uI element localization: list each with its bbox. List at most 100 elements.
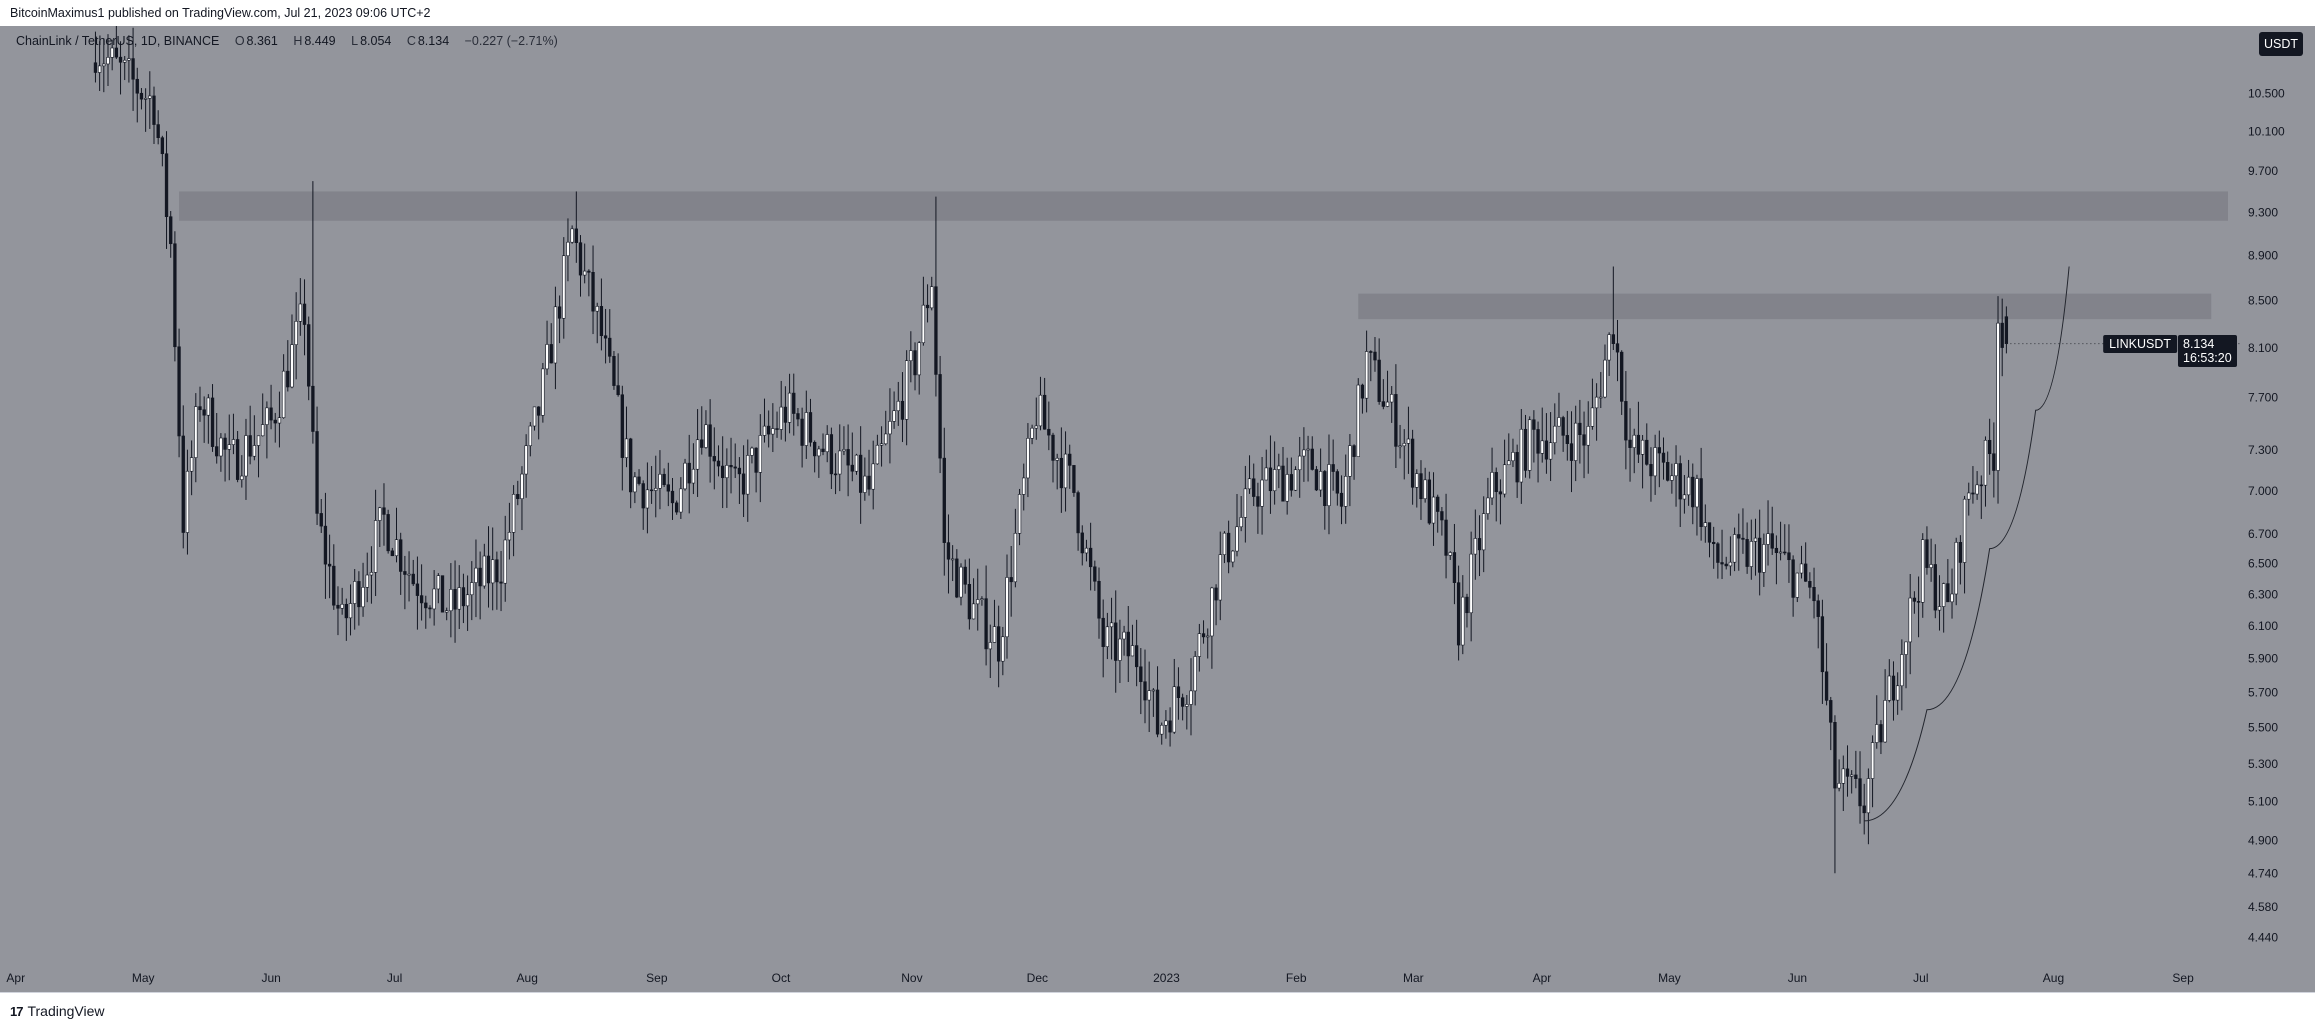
time-tick-label: May — [132, 971, 155, 985]
candle-body — [1929, 564, 1933, 568]
candle-body — [118, 56, 123, 63]
candle-body — [461, 587, 466, 607]
candle-body — [503, 539, 507, 584]
candle-body — [202, 409, 206, 416]
candle-body — [273, 419, 277, 424]
candle-body — [139, 92, 144, 100]
candle-body — [248, 435, 252, 457]
candle-body — [578, 242, 583, 276]
candle-body — [1699, 478, 1703, 527]
brand-name: TradingView — [27, 1003, 105, 1019]
candle-body — [1841, 768, 1845, 784]
price-tick-label: 8.900 — [2248, 248, 2278, 262]
candle-body — [704, 424, 708, 448]
candle-body — [562, 255, 566, 319]
candle-body — [1603, 359, 1607, 398]
candle-body — [792, 392, 796, 414]
price-chart[interactable]: 10.500 10.100 9.700 9.300 8.900 8.500 8.100 7.7… — [0, 26, 2315, 992]
candle-body — [988, 642, 992, 650]
candle-body — [219, 437, 223, 457]
price-tick-label: 6.700 — [2248, 527, 2278, 541]
candle-body — [917, 342, 921, 376]
candle-body — [963, 566, 967, 585]
candle-body — [1473, 538, 1477, 555]
publish-header: BitcoinMaximus1 published on TradingView… — [0, 0, 2315, 27]
candle-body — [1323, 471, 1327, 507]
candle-body — [265, 407, 269, 425]
candle-body — [779, 406, 783, 430]
candle-body — [1461, 596, 1465, 646]
candle-body — [1268, 467, 1273, 492]
candle-body — [1987, 439, 1992, 455]
candle-body — [934, 286, 938, 375]
candle-body — [1210, 587, 1214, 637]
candle-body — [1942, 583, 1946, 607]
candle-body — [541, 368, 545, 416]
candle-body — [1076, 492, 1080, 534]
candle-body — [1415, 473, 1419, 488]
candle-body — [553, 306, 558, 364]
candle-body — [1030, 427, 1034, 439]
candle-body — [758, 435, 762, 473]
candle-body — [729, 465, 733, 468]
candle-body — [913, 350, 917, 376]
price-axis: 10.500 10.100 9.700 9.300 8.900 8.500 8.100 7.7… — [2248, 86, 2285, 944]
candle-body — [424, 602, 428, 609]
candle-body — [1051, 434, 1055, 461]
candle-body — [1298, 455, 1302, 471]
last-price-tag: 8.134 16:53:20 — [2178, 334, 2237, 367]
candle-body — [1151, 689, 1156, 692]
candle-body — [1615, 343, 1620, 353]
candle-body — [457, 587, 461, 610]
candle-body — [1134, 645, 1139, 668]
candle-body — [1870, 742, 1875, 779]
candle-body — [1741, 537, 1745, 540]
candle-body — [1904, 641, 1908, 655]
candle-body — [1845, 768, 1850, 777]
candle-body — [838, 450, 842, 475]
candle-body — [1055, 457, 1059, 461]
candle-body — [1277, 465, 1281, 470]
candle-body — [353, 581, 357, 604]
candle-body — [1088, 547, 1093, 568]
candle-body — [332, 565, 336, 606]
chart-area[interactable]: 10.500 10.100 9.700 9.300 8.900 8.500 8.100 7.7… — [0, 26, 2315, 992]
candle-body — [307, 324, 311, 387]
candle-body — [1285, 474, 1289, 502]
candle-body — [599, 306, 604, 337]
candle-body — [1059, 457, 1064, 489]
candle-body — [344, 603, 348, 619]
candle-body — [302, 303, 307, 325]
currency-button[interactable]: USDT — [2259, 32, 2303, 56]
candle-body — [712, 456, 716, 462]
candle-body — [177, 346, 181, 437]
candle-body — [1720, 562, 1724, 565]
candle-body — [160, 137, 165, 155]
candle-body — [942, 457, 946, 543]
price-change: −0.227 (−2.71%) — [464, 34, 558, 48]
candle-body — [1620, 351, 1624, 402]
candle-body — [1498, 491, 1503, 495]
candle-body — [252, 445, 257, 457]
candle-body — [1824, 671, 1829, 701]
price-tick-label: 4.440 — [2248, 930, 2278, 944]
candle-body — [528, 425, 532, 447]
candle-body — [1373, 351, 1377, 361]
candle-body — [1302, 449, 1306, 457]
candle-body — [1745, 539, 1749, 567]
candle-body — [867, 475, 871, 490]
candle-body — [1611, 334, 1615, 344]
candle-body — [1436, 496, 1440, 512]
time-tick-label: Jun — [261, 971, 280, 985]
candle-body — [1022, 477, 1026, 495]
candle-body — [1252, 478, 1256, 497]
candle-body — [465, 594, 470, 607]
tradingview-brand[interactable]: 17 TradingView — [10, 1003, 105, 1019]
candle-body — [286, 370, 290, 388]
candle-body — [1766, 533, 1770, 545]
candle-body — [290, 344, 294, 388]
candle-body — [231, 439, 236, 445]
candle-body — [574, 228, 578, 243]
candle-body — [1762, 544, 1766, 573]
price-tick-label: 4.580 — [2248, 900, 2278, 914]
